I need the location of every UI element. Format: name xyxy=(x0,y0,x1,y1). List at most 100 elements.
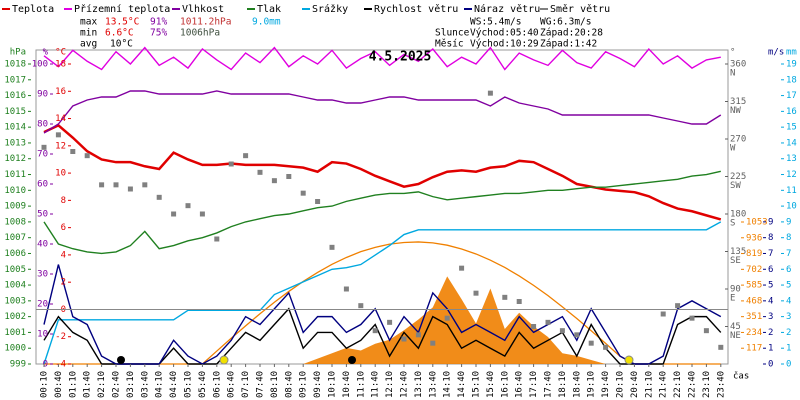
y-tick-label: 6 xyxy=(768,265,773,275)
y-tick-label: 16 xyxy=(786,107,797,117)
x-tick-label: 13:10 xyxy=(414,371,424,398)
x-tick-label: 04:40 xyxy=(169,371,179,398)
y-tick-name: NE xyxy=(730,331,741,341)
y-tick-label: 1010 xyxy=(4,186,26,196)
x-tick-label: 04:10 xyxy=(155,371,165,398)
legend-label: Srážky xyxy=(312,3,348,15)
y-tick-label: 1018 xyxy=(4,60,26,70)
y-tick-label: 19 xyxy=(786,60,797,70)
x-tick-label: 15:40 xyxy=(486,371,496,398)
x-tick-label: 19:10 xyxy=(587,371,597,398)
direction-point xyxy=(70,149,76,154)
axis-title: hPa xyxy=(10,48,26,58)
direction-point xyxy=(99,182,105,188)
series-line xyxy=(43,264,722,365)
y-tick-label: 1004 xyxy=(4,281,26,291)
y-tick-label: 0 xyxy=(43,360,48,370)
x-tick-label: 16:40 xyxy=(515,371,525,398)
x-tick-label: 05:40 xyxy=(198,371,208,398)
y-tick-label: 7 xyxy=(786,249,791,259)
y-tick-label: 17 xyxy=(786,91,797,101)
x-tick-label: 10:40 xyxy=(342,371,352,398)
direction-point xyxy=(603,344,609,350)
y-tick-label: 1 xyxy=(768,344,773,354)
stat-label: Slunce xyxy=(435,28,470,39)
x-tick-label: 02:40 xyxy=(112,371,122,398)
x-tick-label: 15:10 xyxy=(472,371,482,398)
y-tick-label: 1007 xyxy=(4,233,26,243)
direction-point xyxy=(545,319,551,325)
series-line xyxy=(43,90,722,134)
stat: 75% xyxy=(150,28,167,39)
x-tick-label: 01:40 xyxy=(83,371,93,398)
axis-title: mm xyxy=(786,48,797,58)
direction-point xyxy=(185,203,191,209)
y-tick-label: 1000 xyxy=(4,344,26,354)
y-tick-label: 9 xyxy=(786,217,791,227)
series-line xyxy=(43,221,722,365)
stat: Východ:10:29 xyxy=(470,39,539,50)
chart-title: 4.5.2025 xyxy=(369,50,432,65)
direction-point xyxy=(415,332,421,338)
x-axis-label: čas xyxy=(733,371,749,382)
direction-point xyxy=(574,332,580,338)
y-tick-label: 10 xyxy=(786,202,797,212)
x-tick-label: 17:10 xyxy=(529,371,539,398)
y-tick-label: 0 xyxy=(768,360,773,370)
y-tick-name: W xyxy=(730,144,736,154)
direction-point xyxy=(142,182,148,188)
direction-point xyxy=(531,324,537,329)
y-tick-label: 8 xyxy=(768,233,773,243)
stat: Západ:1:42 xyxy=(540,39,597,50)
legend-label: Náraz větru xyxy=(474,3,540,15)
direction-point xyxy=(41,144,47,150)
stat-label: avg xyxy=(80,39,97,50)
y-tick-label: 6 xyxy=(61,223,66,233)
x-tick-label: 21:10 xyxy=(644,371,654,398)
direction-point xyxy=(113,182,119,188)
y-tick-label: 936 xyxy=(746,233,762,243)
y-tick-label: 0 xyxy=(786,360,791,370)
y-tick-label: 2 xyxy=(61,278,66,288)
y-tick-label: 4 xyxy=(786,296,791,306)
y-tick-label: 90 xyxy=(730,285,741,295)
sunrise-marker xyxy=(219,355,229,365)
x-tick-label: 03:10 xyxy=(126,371,136,398)
x-tick-label: 03:40 xyxy=(140,371,150,398)
y-tick-label: 14 xyxy=(786,138,797,148)
y-tick-label: 14 xyxy=(55,114,66,124)
direction-point xyxy=(214,236,220,242)
y-tick-label: 1006 xyxy=(4,249,26,259)
y-tick-label: 16 xyxy=(55,87,66,97)
y-tick-label: 45 xyxy=(730,322,741,332)
y-tick-label: 2 xyxy=(768,328,773,338)
direction-point xyxy=(430,340,436,346)
y-tick-label: 360 xyxy=(730,60,746,70)
y-tick-label: 8 xyxy=(61,196,66,206)
direction-point xyxy=(689,315,695,321)
y-tick-label: -4 xyxy=(55,360,66,370)
direction-point xyxy=(459,265,465,271)
stats: max 13.5°C 91% 1011.2hPa 9.0mm min 6.6°C… xyxy=(80,17,603,50)
y-tick-label: 180 xyxy=(730,210,746,220)
direction-point xyxy=(315,199,321,204)
stat-label: min xyxy=(80,28,97,39)
stat: Západ:20:28 xyxy=(540,28,603,39)
legend-label: Teplota xyxy=(12,4,54,15)
direction-point xyxy=(372,328,378,334)
y-tick-label: 1003 xyxy=(4,296,26,306)
y-tick-label: 10 xyxy=(55,169,66,179)
y-tick-label: -2 xyxy=(55,332,66,342)
y-tick-label: 468 xyxy=(746,296,762,306)
y-tick-name: S xyxy=(730,219,735,229)
x-tick-label: 20:40 xyxy=(630,371,640,398)
stat: 1011.2hPa xyxy=(180,17,231,28)
y-tick-label: 90 xyxy=(37,90,48,100)
y-tick-label: 1014 xyxy=(4,123,26,133)
moonset-marker xyxy=(117,356,125,364)
direction-point xyxy=(243,153,249,159)
legend-label: Vlhkost xyxy=(182,4,224,15)
direction-point xyxy=(84,153,90,159)
direction-point xyxy=(559,328,565,334)
y-tick-label: 2 xyxy=(786,328,791,338)
